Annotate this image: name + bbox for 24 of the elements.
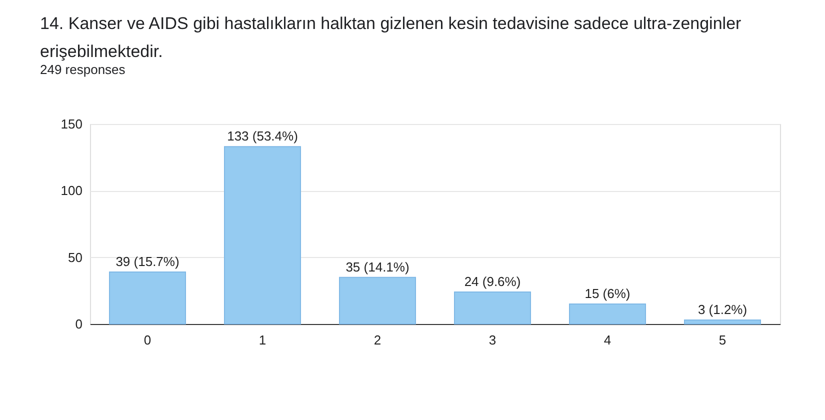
y-tick-label: 50	[68, 250, 82, 265]
x-tick-label: 3	[488, 332, 496, 348]
data-label: 35 (14.1%)	[346, 259, 410, 274]
data-label: 39 (15.7%)	[116, 254, 180, 269]
data-label: 24 (9.6%)	[464, 274, 521, 289]
bar	[224, 146, 301, 324]
data-label: 3 (1.2%)	[698, 302, 748, 317]
bar	[339, 276, 416, 324]
data-label: 15 (6%)	[584, 286, 630, 301]
bar	[454, 292, 531, 324]
data-label: 133 (53.4%)	[227, 128, 298, 144]
x-tick-label: 1	[258, 332, 266, 348]
y-tick-label: 150	[60, 116, 82, 132]
bar	[684, 320, 761, 324]
y-tick-label: 0	[75, 316, 82, 332]
x-tick-label: 4	[604, 332, 612, 348]
bar	[109, 272, 186, 324]
x-tick-label: 2	[374, 332, 382, 348]
x-tick-label: 5	[718, 332, 726, 348]
y-tick-label: 100	[60, 183, 82, 198]
x-tick-label: 0	[144, 332, 152, 348]
bar	[569, 304, 646, 324]
chart-subtitle: 249 responses	[40, 62, 126, 77]
chart-title: 14. Kanser ve AIDS gibi hastalıkların halktan gizlenen kesin tedavisine sadece ultra-zenginler erişebilmektedir.	[40, 14, 742, 61]
